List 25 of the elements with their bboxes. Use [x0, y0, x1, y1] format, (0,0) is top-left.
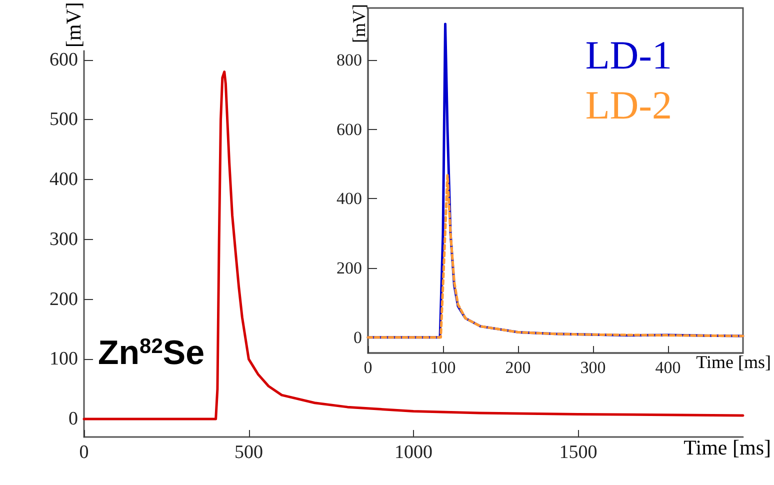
x-tick-label: 100 — [430, 358, 456, 377]
y-tick-label: 600 — [50, 49, 78, 70]
y-tick-label: 200 — [336, 258, 362, 278]
y-tick-label: 400 — [336, 189, 362, 208]
x-tick-label: 400 — [655, 358, 681, 377]
x-tick-label: 1000 — [394, 442, 432, 463]
y-axis-title: [mV] — [62, 2, 86, 48]
x-tick-label: 300 — [580, 358, 606, 377]
x-axis-title: Time [ms] — [684, 436, 771, 460]
y-tick-label: 300 — [50, 228, 78, 250]
y-tick-label: 600 — [336, 120, 362, 139]
y-tick-label: 500 — [50, 109, 78, 130]
text: LD-2 — [585, 82, 672, 128]
text: LD-1 — [585, 32, 672, 78]
y-tick-label: 0 — [354, 328, 362, 347]
y-axis-title: [mV] — [349, 4, 369, 43]
y-tick-label: 800 — [336, 50, 362, 70]
line-series — [366, 174, 744, 339]
x-tick-label: 500 — [234, 442, 263, 463]
x-axis-title: Time [ms] — [696, 352, 771, 372]
y-tick-label: 400 — [50, 169, 78, 190]
x-tick-label: 1500 — [559, 442, 598, 463]
y-tick-label: 0 — [68, 408, 78, 430]
x-tick-label: 200 — [505, 358, 531, 377]
y-tick-label: 200 — [50, 288, 78, 310]
